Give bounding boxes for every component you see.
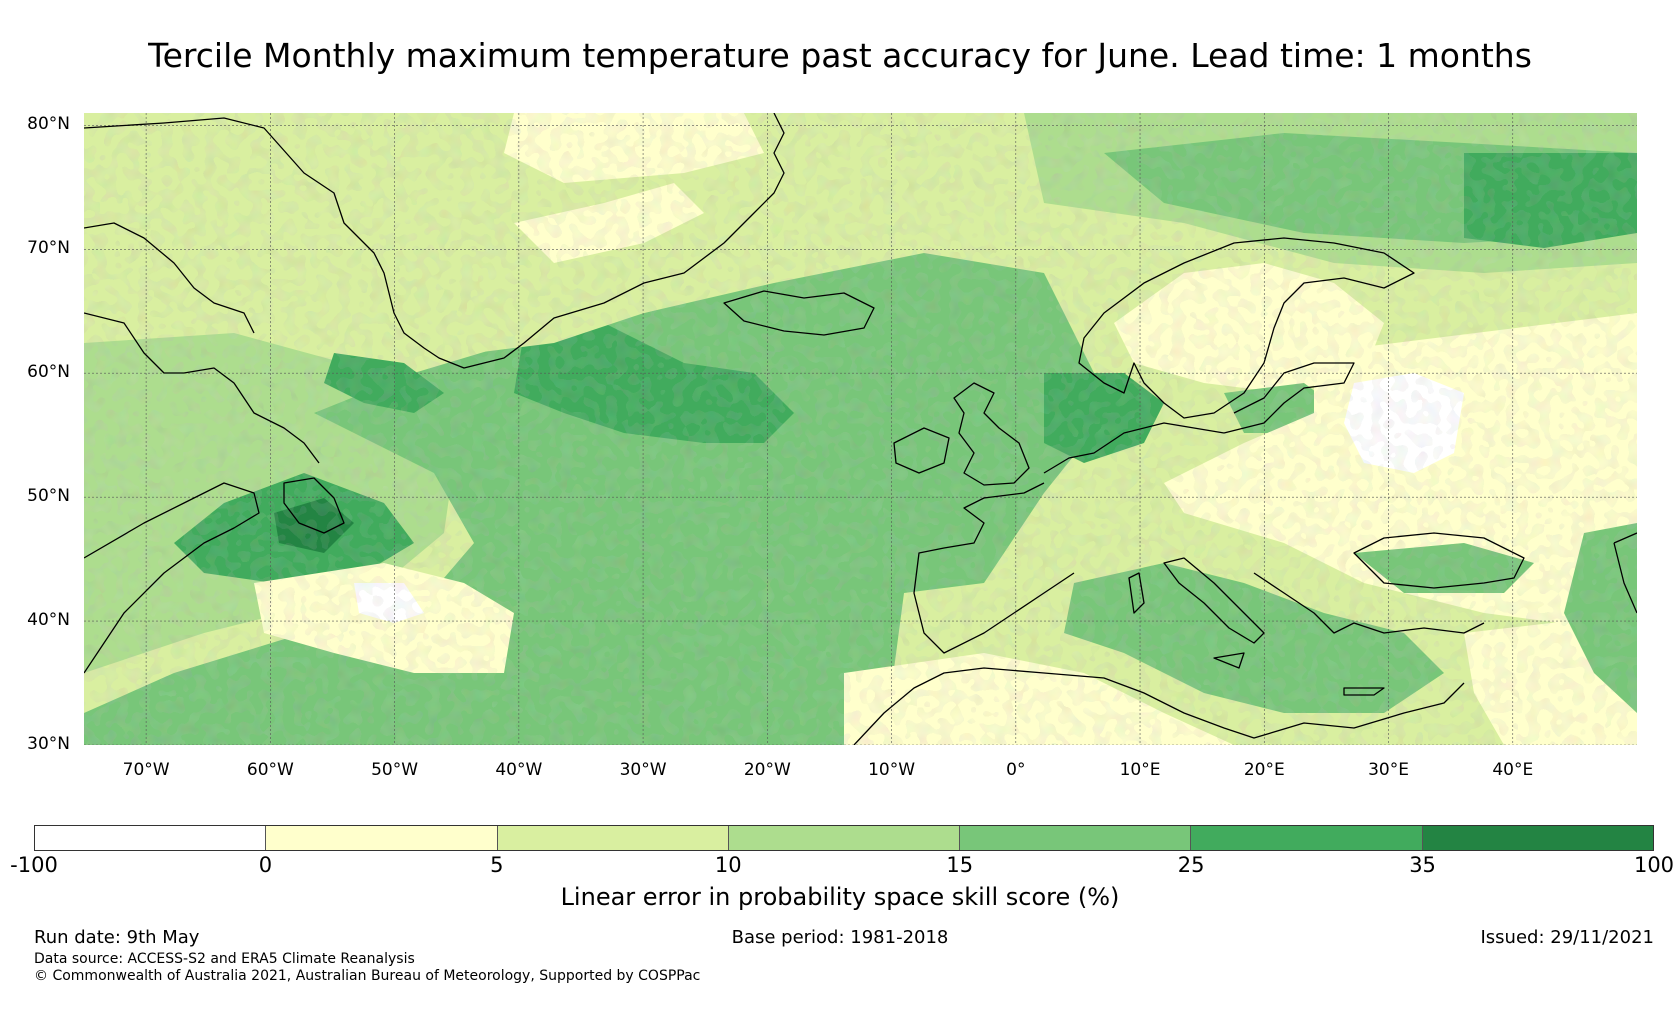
coast-ireland — [893, 427, 950, 474]
colorbar-tick-label: 35 — [1409, 853, 1436, 877]
coast-iceland — [723, 290, 875, 336]
coast-greenland — [84, 113, 785, 369]
base-period: Base period: 1981-2018 — [731, 927, 949, 948]
coast-scandinavia — [1078, 237, 1415, 419]
lon-tick-label: 40°W — [495, 760, 543, 780]
copyright: © Commonwealth of Australia 2021, Austra… — [34, 968, 701, 984]
colorbar-tick-label: 10 — [714, 853, 742, 877]
colorbar-segment — [266, 826, 498, 850]
issued-date: Issued: 29/11/2021 — [1480, 927, 1654, 948]
colorbar-tick-label: 5 — [490, 853, 504, 877]
lat-tick-label: 80°N — [27, 114, 70, 135]
colorbar-segment — [35, 826, 267, 850]
lon-tick-label: 60°W — [246, 760, 294, 780]
coastlines — [84, 113, 1637, 745]
colorbar-tick-label: -100 — [10, 853, 58, 877]
lat-tick-label: 40°N — [27, 610, 70, 631]
coast-europe-west — [913, 422, 1225, 654]
colorbar-tick-label: 0 — [258, 853, 273, 877]
coast-crete — [1343, 687, 1385, 696]
colorbar-segment — [497, 826, 729, 850]
lon-tick-label: 10°W — [868, 760, 916, 780]
lat-tick-label: 70°N — [27, 238, 70, 259]
colorbar-tick-label: 100 — [1633, 853, 1675, 877]
run-date: Run date: 9th May — [34, 927, 200, 948]
coast-baltic-east — [1223, 362, 1355, 434]
lon-tick-label: 40°E — [1492, 760, 1534, 780]
colorbar-segment — [1191, 826, 1423, 850]
lat-tick-label: 50°N — [27, 486, 70, 507]
lon-tick-label: 50°W — [371, 760, 419, 780]
lon-tick-label: 20°W — [743, 760, 791, 780]
skill-score-map — [84, 113, 1637, 745]
coast-italy — [1163, 557, 1265, 644]
lon-tick-label: 30°W — [619, 760, 667, 780]
lat-tick-label: 60°N — [27, 362, 70, 383]
graticule — [84, 113, 1637, 745]
chart-title: Tercile Monthly maximum temperature past… — [148, 36, 1532, 75]
coast-sicily — [1213, 652, 1245, 669]
coast-baffin — [84, 222, 255, 334]
lon-tick-label: 0° — [1006, 760, 1026, 780]
coast-great-britain — [953, 382, 1030, 486]
coast-sardinia — [1128, 572, 1145, 614]
coast-maritimes — [84, 482, 260, 674]
colorbar-segment — [960, 826, 1192, 850]
lon-tick-label: 20°E — [1243, 760, 1285, 780]
colorbar-label: Linear error in probability space skill … — [560, 883, 1120, 911]
colorbar-tick-label: 25 — [1177, 853, 1205, 877]
colorbar-segment — [1422, 826, 1653, 850]
coast-black-sea — [1353, 532, 1525, 589]
colorbar-segment — [728, 826, 961, 850]
colorbar — [34, 825, 1654, 851]
lat-tick-label: 30°N — [27, 734, 70, 754]
colorbar-tick-label: 15 — [946, 853, 974, 877]
coast-newfoundland — [283, 477, 345, 534]
coast-labrador — [84, 312, 320, 464]
data-source: Data source: ACCESS-S2 and ERA5 Climate … — [34, 951, 415, 967]
coast-caspian — [1613, 532, 1637, 614]
coast-north-africa — [853, 667, 1465, 745]
lon-tick-label: 30°E — [1368, 760, 1409, 780]
coast-balkans — [1253, 572, 1485, 634]
lon-tick-label: 70°W — [122, 760, 170, 780]
grid-texture — [84, 113, 1637, 745]
lon-tick-label: 10°E — [1119, 760, 1161, 780]
